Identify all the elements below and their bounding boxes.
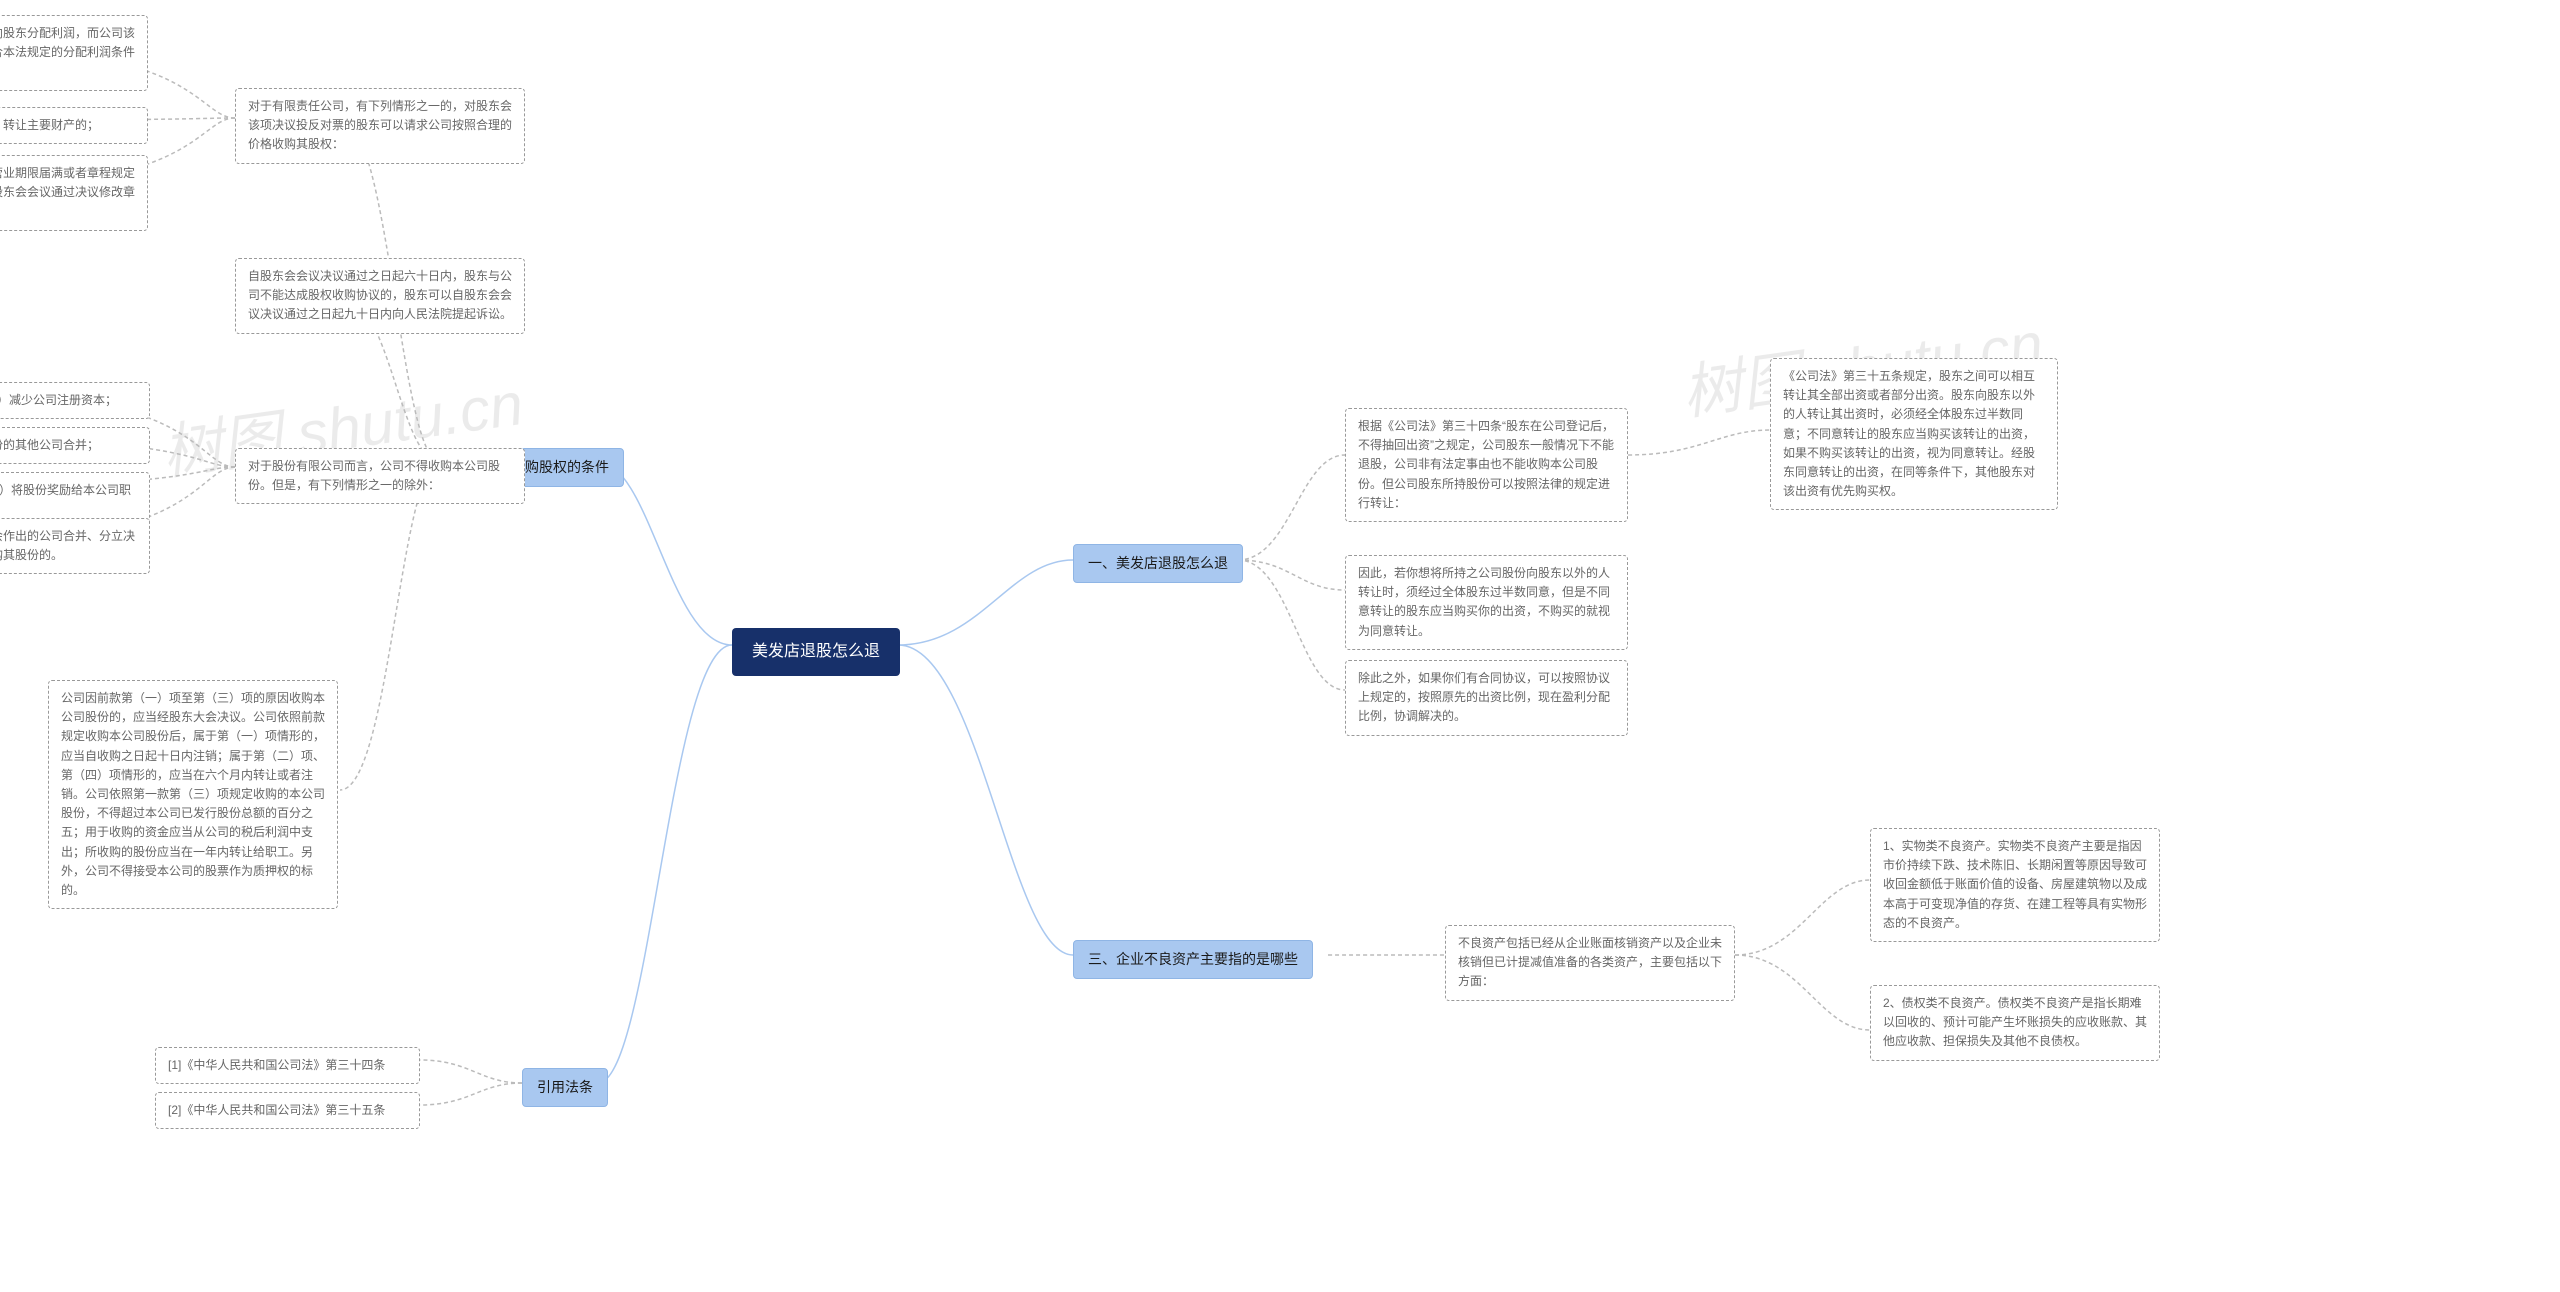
branch-2-child-2-sub-1: （二）与持有本公司股份的其他公司合并； <box>0 427 150 464</box>
branch-refs-child-0: [1]《中华人民共和国公司法》第三十四条 <box>155 1047 420 1084</box>
branch-2-child-1: 自股东会会议决议通过之日起六十日内，股东与公司不能达成股权收购协议的，股东可以自… <box>235 258 525 334</box>
branch-refs-child-1: [2]《中华人民共和国公司法》第三十五条 <box>155 1092 420 1129</box>
branch-2-child-0-sub-0: （一）公司连续五年不向股东分配利润，而公司该五年连续盈利，并且符合本法规定的分配… <box>0 15 148 91</box>
root-node: 美发店退股怎么退 <box>732 628 900 676</box>
branch-2-child-2: 对于股份有限公司而言，公司不得收购本公司股份。但是，有下列情形之一的除外： <box>235 448 525 504</box>
branch-1-child-2: 除此之外，如果你们有合同协议，可以按照协议上规定的，按照原先的出资比例，现在盈利… <box>1345 660 1628 736</box>
branch-1-child-0: 根据《公司法》第三十四条“股东在公司登记后，不得抽回出资”之规定，公司股东一般情… <box>1345 408 1628 522</box>
branch-3-child-0: 不良资产包括已经从企业账面核销资产以及企业未核销但已计提减值准备的各类资产，主要… <box>1445 925 1735 1001</box>
branch-2-child-0-sub-1: （二）公司合并、分立、转让主要财产的； <box>0 107 148 144</box>
branch-3-child-0-sub-1: 2、债权类不良资产。债权类不良资产是指长期难以回收的、预计可能产生坏账损失的应收… <box>1870 985 2160 1061</box>
branch-2-child-2-sub-0: （一）减少公司注册资本； <box>0 382 150 419</box>
branch-3-child-0-sub-0: 1、实物类不良资产。实物类不良资产主要是指因市价持续下跌、技术陈旧、长期闲置等原… <box>1870 828 2160 942</box>
branch-1-child-0-sub-0: 《公司法》第三十五条规定，股东之间可以相互转让其全部出资或者部分出资。股东向股东… <box>1770 358 2058 510</box>
branch-1: 一、美发店退股怎么退 <box>1073 544 1243 583</box>
branch-1-child-1: 因此，若你想将所持之公司股份向股东以外的人转让时，须经过全体股东过半数同意，但是… <box>1345 555 1628 650</box>
branch-2-child-2-sub-3: （四）股东因对股东大会作出的公司合并、分立决议持异议，要求公司收购其股份的。 <box>0 518 150 574</box>
branch-2-child-3: 公司因前款第（一）项至第（三）项的原因收购本公司股份的，应当经股东大会决议。公司… <box>48 680 338 909</box>
branch-2-child-0: 对于有限责任公司，有下列情形之一的，对股东会该项决议投反对票的股东可以请求公司按… <box>235 88 525 164</box>
branch-2-child-0-sub-2: （三）公司章程规定的营业期限届满或者章程规定的其他解散事由出现，股东会会议通过决… <box>0 155 148 231</box>
branch-3: 三、企业不良资产主要指的是哪些 <box>1073 940 1313 979</box>
branch-refs: 引用法条 <box>522 1068 608 1107</box>
